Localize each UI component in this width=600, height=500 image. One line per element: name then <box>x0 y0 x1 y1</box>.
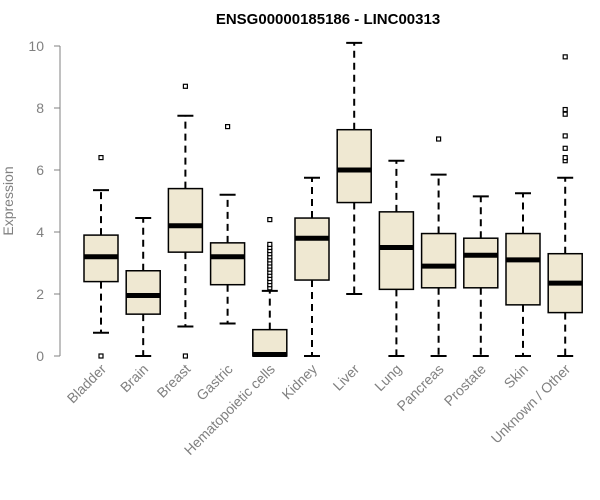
outlier-point <box>562 145 568 151</box>
box-liver <box>336 41 372 295</box>
outlier-point <box>562 133 568 139</box>
box-iqr <box>336 128 372 204</box>
x-tick-label: Bladder <box>64 361 110 407</box>
outlier-point <box>98 155 104 161</box>
box-bladder <box>83 155 119 359</box>
y-tick-label: 8 <box>36 100 44 116</box>
x-tick-label: Breast <box>154 361 194 401</box>
outlier-point <box>225 123 231 130</box>
y-axis-title: Expression <box>0 166 16 235</box>
box-unknown-other <box>547 54 583 357</box>
box-prostate <box>463 195 499 357</box>
y-tick-label: 2 <box>36 286 44 302</box>
y-tick-label: 10 <box>28 38 44 54</box>
box-brain <box>125 217 161 357</box>
outlier-point <box>267 217 273 223</box>
box-gastric <box>209 123 246 325</box>
x-tick-label: Liver <box>330 361 363 394</box>
box-hematopoietic-cells <box>252 217 288 357</box>
box-iqr <box>209 242 246 286</box>
chart-title: ENSG00000185186 - LINC00313 <box>216 11 440 28</box>
box-iqr <box>420 232 457 289</box>
box-iqr <box>252 328 288 357</box>
y-tick-label: 4 <box>36 224 44 240</box>
outlier-point <box>98 353 104 359</box>
y-axis: 0 2 4 6 8 10 <box>28 38 61 364</box>
outlier-point <box>436 136 442 142</box>
x-tick-label: Kidney <box>279 361 321 403</box>
outlier-point <box>562 54 568 60</box>
box-iqr <box>378 211 415 291</box>
box-skin <box>505 192 541 357</box>
x-tick-label: Prostate <box>441 361 489 409</box>
y-tick-label: 6 <box>36 162 44 178</box>
box-iqr <box>125 270 161 315</box>
y-tick-label: 0 <box>36 348 44 364</box>
box-iqr <box>167 187 204 253</box>
outlier-point <box>562 155 568 161</box>
outlier-point <box>267 241 273 247</box>
x-tick-label: Lung <box>371 361 404 394</box>
boxes-group <box>83 41 583 359</box>
box-lung <box>378 159 415 357</box>
box-iqr <box>463 237 499 289</box>
box-kidney <box>294 176 330 357</box>
box-breast <box>167 83 204 359</box>
x-tick-label: Unknown / Other <box>488 361 574 447</box>
x-tick-label: Pancreas <box>394 361 447 414</box>
outlier-point <box>182 83 188 89</box>
outlier-point <box>562 111 568 117</box>
outlier-point <box>182 353 188 359</box>
x-tick-label: Brain <box>117 361 151 395</box>
box-iqr <box>505 232 541 306</box>
box-pancreas <box>420 136 457 357</box>
x-tick-label: Skin <box>501 361 532 392</box>
outlier-point <box>562 106 568 113</box>
box-iqr <box>294 217 330 281</box>
